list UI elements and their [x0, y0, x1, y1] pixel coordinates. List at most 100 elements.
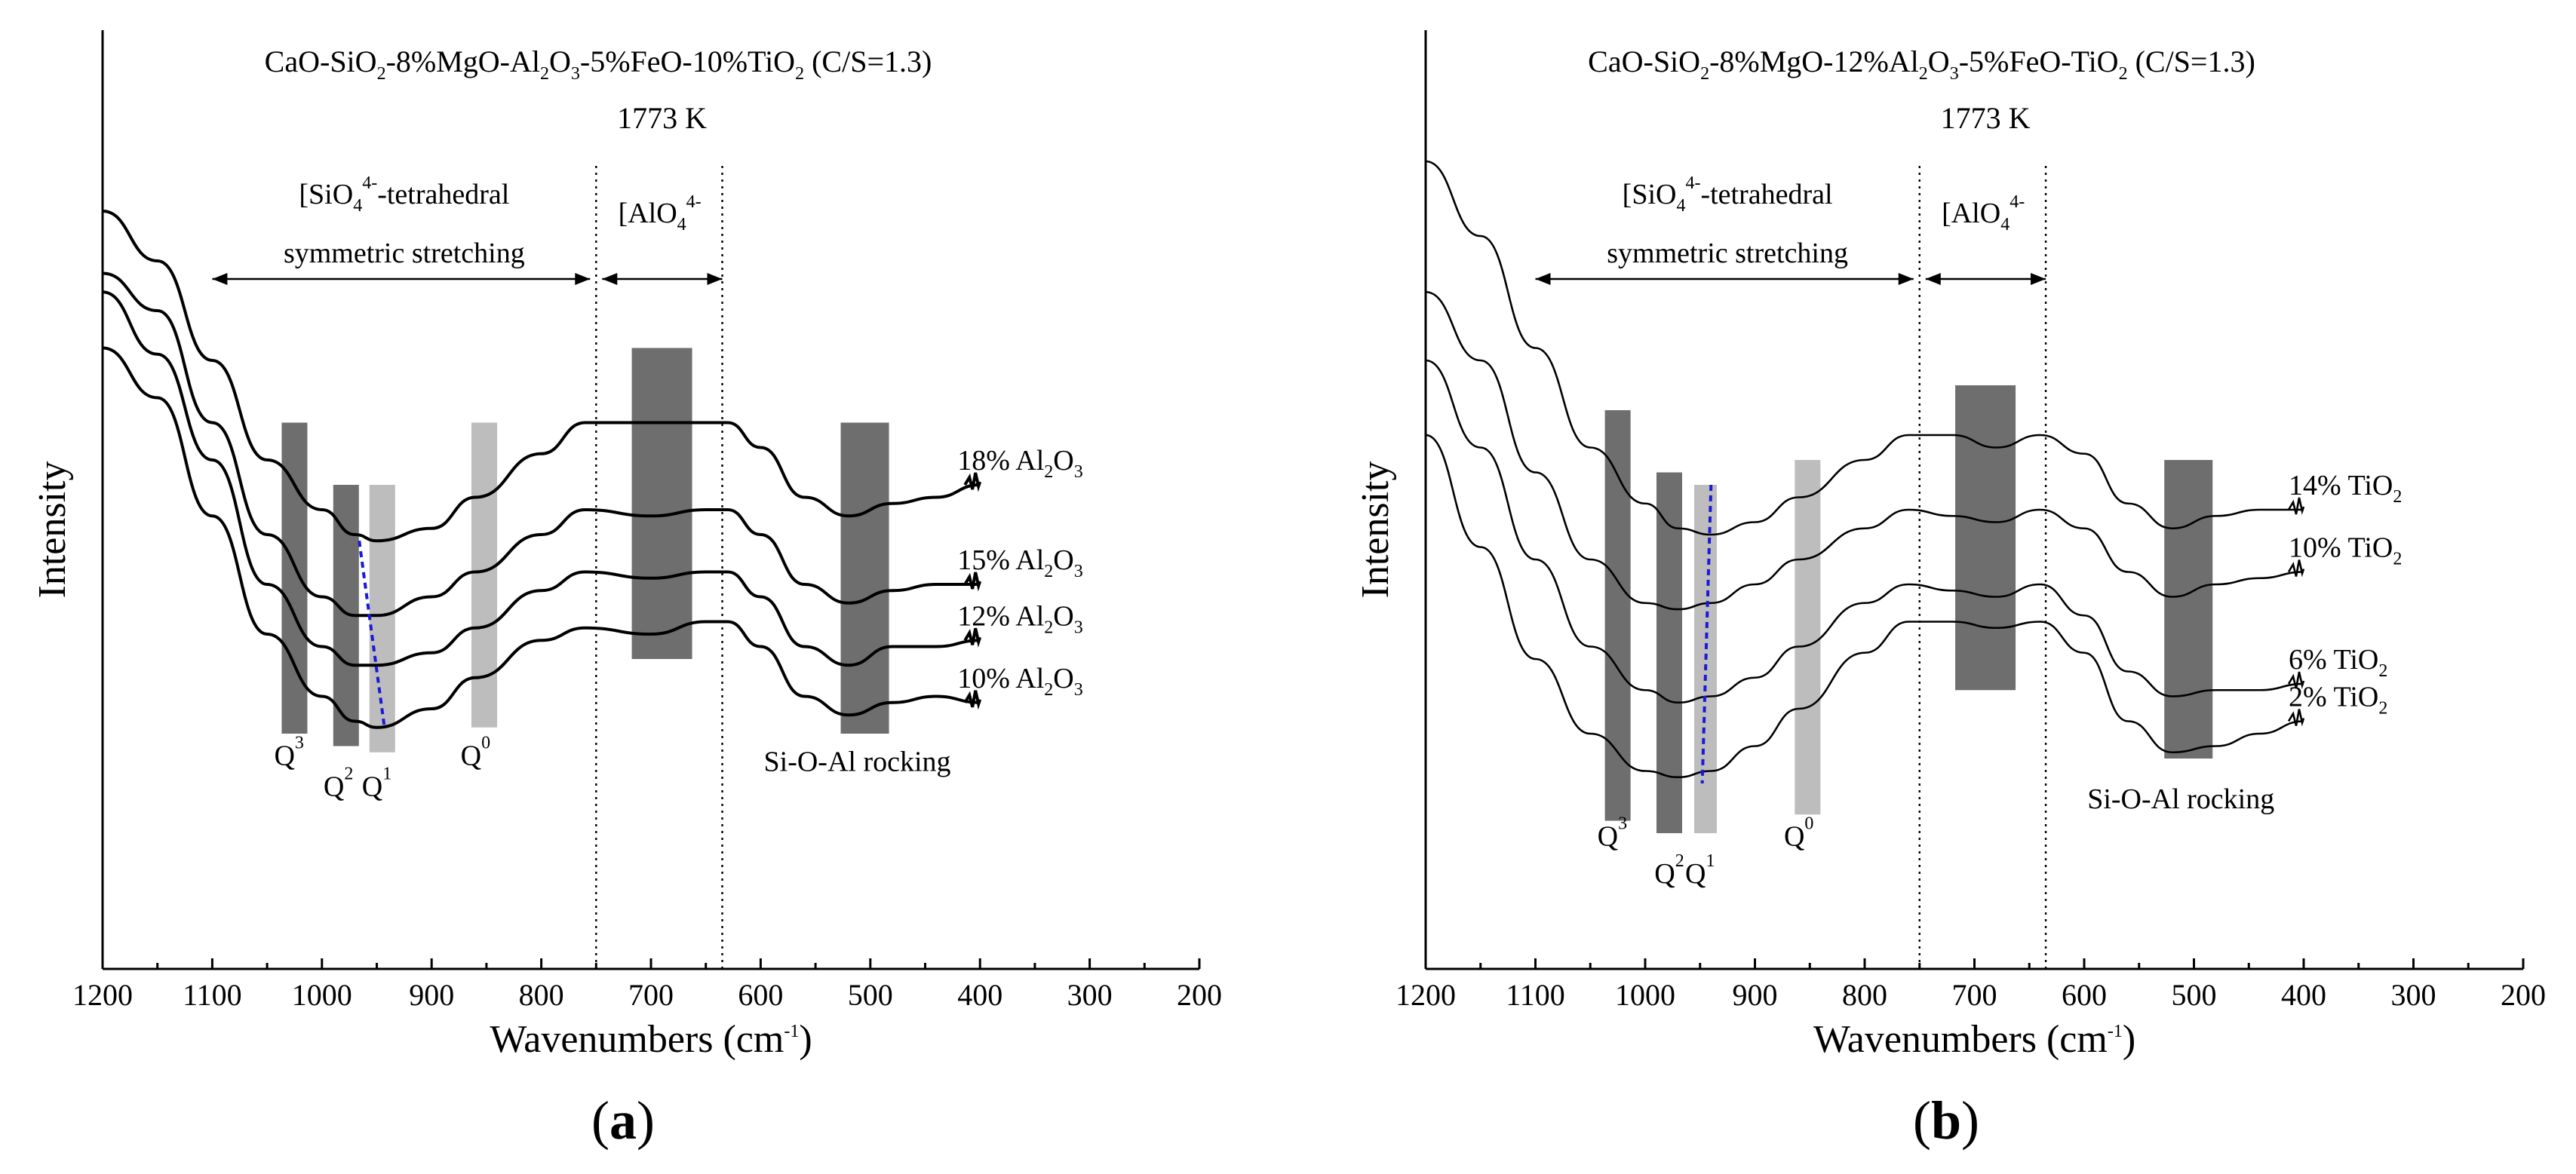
q-label-sup: 1 — [1706, 851, 1715, 871]
series-label-b: O — [1053, 445, 1073, 477]
series-line — [1425, 359, 2304, 704]
alo4-label: [AlO44- — [619, 192, 702, 234]
x-tick-label: 1000 — [292, 978, 352, 1012]
series-line — [102, 290, 981, 667]
y-axis-title: Intensity — [1354, 461, 1397, 599]
series-noise — [2287, 559, 2305, 578]
band-light — [471, 422, 497, 728]
x-axis-title-main: Wavenumbers (cm — [1813, 1018, 2108, 1061]
series-label-a: 12% Al — [957, 600, 1044, 632]
series-label-sub1: 2 — [2393, 487, 2402, 507]
rocking-label: Si-O-Al rocking — [764, 746, 951, 778]
x-tick-label: 400 — [957, 978, 1002, 1012]
q-label: Q3 — [274, 733, 303, 771]
alo4-arrow-head-right — [707, 273, 723, 285]
series-label-a: 10% TiO — [2289, 532, 2393, 564]
chart-title-part: CaO-SiO — [1588, 44, 1700, 78]
series-label: 10% Al2O3 — [957, 663, 1083, 700]
chart-title-part: 2 — [377, 64, 386, 84]
sio4-label-line2: symmetric stretching — [284, 238, 525, 269]
series-label-sub1: 2 — [1044, 462, 1053, 482]
panel-letter-close: ) — [1961, 1090, 1979, 1151]
series-label-a: 2% TiO — [2289, 682, 2378, 713]
chart-title-part: 2 — [1700, 64, 1709, 84]
series-label: 6% TiO2 — [2289, 644, 2387, 681]
chart-title-part: 2 — [1919, 64, 1928, 84]
x-tick-label: 1200 — [1395, 978, 1456, 1012]
series-line — [1425, 160, 2304, 536]
q-label-base: Q — [1784, 821, 1804, 853]
series-noise — [2287, 671, 2305, 689]
panel-letter-open: ( — [1913, 1090, 1931, 1151]
panel-letter: (a) — [591, 1090, 655, 1151]
series-line — [102, 271, 981, 618]
sio4-label-line2: symmetric stretching — [1607, 238, 1848, 269]
series-label-sub2: 3 — [1074, 618, 1083, 637]
series-line — [102, 346, 981, 729]
series-label: 14% TiO2 — [2289, 470, 2402, 507]
series-label-sub1: 2 — [1044, 618, 1053, 637]
alo4-label-sub: 4 — [2000, 215, 2010, 234]
sio4-arrow-head-right — [1898, 273, 1914, 285]
q-label-base: Q — [324, 771, 344, 803]
x-tick-label: 500 — [2172, 978, 2217, 1012]
chart-title-part: -5%FeO-TiO — [1959, 44, 2119, 78]
series-label: 18% Al2O3 — [957, 445, 1083, 482]
series-label: 10% TiO2 — [2289, 532, 2402, 569]
alo4-label-a: [AlO — [1942, 198, 2000, 229]
sio4-label-a: [SiO — [1623, 179, 1677, 210]
series-label: 15% Al2O3 — [957, 544, 1083, 581]
series-noise — [963, 690, 982, 710]
panel-letter-text: b — [1931, 1090, 1961, 1151]
q-label-base: Q — [461, 740, 481, 771]
series-line — [102, 210, 981, 543]
series-label-a: 18% Al — [957, 445, 1044, 477]
temperature-label: 1773 K — [617, 101, 707, 135]
alo4-arrow-head-left — [602, 273, 618, 285]
panel-letter-text: a — [609, 1090, 637, 1151]
sio4-label-sub: 4 — [353, 196, 362, 216]
x-axis-title: Wavenumbers (cm-1) — [490, 1018, 812, 1061]
series-label-b: O — [1053, 600, 1073, 632]
sio4-label-b: -tetrahedral — [1700, 179, 1832, 210]
chart-title-part: -5%FeO-10%TiO — [580, 44, 795, 78]
series-label-sub1: 2 — [1044, 680, 1053, 700]
series-noise — [963, 472, 982, 492]
temperature-label: 1773 K — [1941, 101, 2031, 135]
x-axis-title-sup: -1 — [784, 1022, 799, 1041]
band-light — [1795, 460, 1821, 815]
series-noise — [963, 627, 982, 648]
q-label: Q1 — [1685, 851, 1715, 890]
sio4-arrow-head-left — [1535, 273, 1551, 285]
series-label-sub1: 2 — [2378, 661, 2387, 681]
q-label-sup: 2 — [1675, 851, 1684, 871]
sio4-label-b: -tetrahedral — [377, 179, 509, 210]
chart-panel-a: 1200 1100 1000 900 800 700 600 500 400 300 200 Wave… — [31, 30, 1222, 1151]
q-label-sup: 0 — [1804, 814, 1813, 834]
series-label-sub2: 3 — [1074, 680, 1083, 700]
q-label-sup: 0 — [481, 733, 490, 753]
band-dark — [1604, 410, 1631, 821]
q-label: Q2 — [324, 765, 353, 803]
x-tick-label: 200 — [1177, 978, 1222, 1012]
band-dark — [840, 422, 889, 734]
alo4-label-sup: 4- — [686, 192, 702, 212]
panel-letter: (b) — [1913, 1090, 1979, 1151]
chart-title: CaO-SiO2-8%MgO-Al2O3-5%FeO-10%TiO2 (C/S=… — [265, 44, 932, 84]
series-line — [1425, 290, 2304, 611]
series-label: 2% TiO2 — [2289, 682, 2387, 719]
x-tick-label: 1100 — [1506, 978, 1565, 1012]
q-label-sup: 1 — [382, 765, 391, 784]
x-tick-label: 400 — [2281, 978, 2326, 1012]
x-tick-label: 1100 — [183, 978, 242, 1012]
chart-title-part: 3 — [571, 64, 580, 84]
chart-title-part: -8%MgO-Al — [386, 44, 540, 78]
band-dark — [631, 348, 692, 659]
q-label: Q0 — [461, 733, 490, 771]
x-tick-label: 1000 — [1615, 978, 1675, 1012]
chart-panel-b: 1200 1100 1000 900 800 700 600 500 400 300 200 Wave… — [1354, 30, 2546, 1151]
series-label-a: 14% TiO — [2289, 470, 2393, 501]
x-axis-title: Wavenumbers (cm-1) — [1813, 1018, 2135, 1061]
alo4-label: [AlO44- — [1942, 192, 2025, 234]
